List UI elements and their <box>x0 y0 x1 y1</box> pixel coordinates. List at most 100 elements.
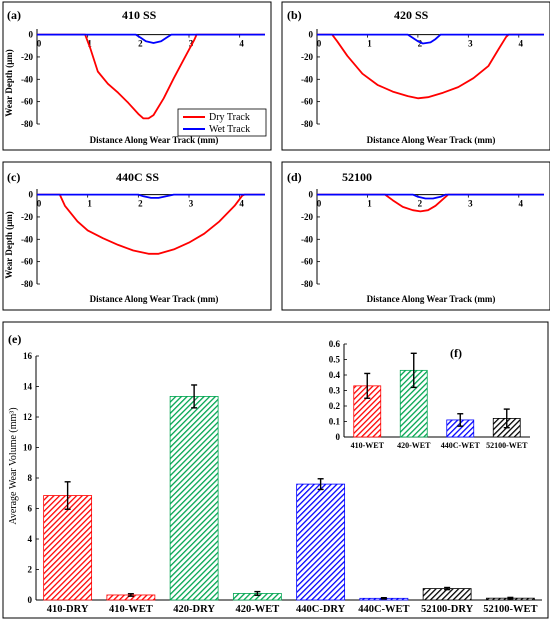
x-tick-label: 0 <box>37 39 42 49</box>
panel-b-label: (b) <box>287 8 302 22</box>
y-tick-label: -40 <box>21 74 33 84</box>
y-tick-label: 0 <box>309 190 314 200</box>
y-tick-label: 0.3 <box>329 386 341 396</box>
bar <box>43 495 93 601</box>
y-tick-label: -60 <box>301 97 313 107</box>
y-tick-label: 0.1 <box>329 417 341 427</box>
x-tick-label: 3 <box>189 199 194 209</box>
panel-d-axes: 0 -20 -40 -60 -80 0 1 2 3 4 <box>301 189 544 289</box>
y-tick-label: 2 <box>28 565 33 575</box>
panel-a-title: 410 SS <box>122 8 157 22</box>
wet-track-line <box>317 33 544 45</box>
x-tick-label: 0 <box>317 199 322 209</box>
x-tick-label: 3 <box>189 39 194 49</box>
y-tick-label: 0.2 <box>329 401 341 411</box>
y-tick-label: -40 <box>21 234 33 244</box>
category-label: 420-DRY <box>173 604 215 615</box>
y-tick-label: -20 <box>301 52 313 62</box>
x-tick-label: 1 <box>367 199 372 209</box>
panel-a-label: (a) <box>7 8 21 22</box>
y-tick-label: 0 <box>309 30 314 40</box>
panel-f-label: (f) <box>450 346 462 360</box>
x-tick-label: 4 <box>239 39 244 49</box>
y-tick-label: -20 <box>21 212 33 222</box>
y-tick-label: 0 <box>336 432 341 442</box>
dry-track-line <box>317 193 544 213</box>
y-tick-label: 0 <box>28 595 33 605</box>
category-label: 440C-WET <box>358 604 409 615</box>
panel-b: (b) 420 SS Distance Along Wear Track (mm… <box>281 1 550 151</box>
x-tick-label: 4 <box>519 39 524 49</box>
x-tick-label: 1 <box>87 199 92 209</box>
panel-c-axes: 0 -20 -40 -60 -80 0 1 2 3 4 <box>21 189 265 289</box>
category-label: 440C-WET <box>441 441 481 450</box>
panel-b-frame <box>281 1 550 151</box>
y-tick-label: -80 <box>21 119 33 129</box>
panel-e-ylabel: Average Wear Volume (mm³) <box>8 407 19 524</box>
y-tick-label: -20 <box>301 212 313 222</box>
x-tick-label: 0 <box>317 39 322 49</box>
panel-d-title: 52100 <box>342 170 372 184</box>
panel-d-lines <box>317 193 544 213</box>
y-tick-label: 16 <box>23 351 33 361</box>
x-tick-label: 2 <box>138 199 143 209</box>
panel-c-label: (c) <box>7 170 20 184</box>
wet-track-line <box>37 33 265 44</box>
category-label: 440C-DRY <box>296 604 346 615</box>
category-label: 420-WET <box>235 604 279 615</box>
panel-d-frame <box>281 161 550 311</box>
x-tick-label: 1 <box>367 39 372 49</box>
x-tick-label: 4 <box>519 199 524 209</box>
y-tick-label: 0 <box>29 30 34 40</box>
panel-a-lines <box>37 33 265 120</box>
panel-e: (e) Average Wear Volume (mm³) 0 2 4 6 8 10 12 1… <box>2 321 549 619</box>
dry-track-line <box>317 33 544 100</box>
y-tick-label: -80 <box>301 279 313 289</box>
category-label: 410-DRY <box>47 604 89 615</box>
y-tick-label: -60 <box>21 97 33 107</box>
panel-f: (f) 0 0.1 0.2 0.3 0.4 0.5 0.6 410-WET 420-WET 44… <box>329 339 534 454</box>
x-tick-label: 3 <box>468 199 473 209</box>
panel-b-lines <box>317 33 544 100</box>
panel-e-bars: 410-DRY 410-WET 420-DRY 420-WET 440C-DRY 440C… <box>43 384 538 615</box>
y-tick-label: -80 <box>301 119 313 129</box>
panel-b-xlabel: Distance Along Wear Track (mm) <box>367 135 496 145</box>
y-tick-label: -40 <box>301 234 313 244</box>
panel-e-label: (e) <box>8 332 21 346</box>
panel-d-label: (d) <box>287 170 302 184</box>
panel-c-lines <box>37 193 265 255</box>
panel-e-frame <box>2 321 549 619</box>
y-tick-label: 0.4 <box>329 370 341 380</box>
y-tick-label: 8 <box>28 473 33 483</box>
legend-wet-label: Wet Track <box>209 124 250 135</box>
panel-a-xlabel: Distance Along Wear Track (mm) <box>90 135 219 145</box>
y-tick-label: 0 <box>29 190 34 200</box>
panel-c-title: 440C SS <box>116 170 159 184</box>
dry-track-line <box>37 193 265 255</box>
panel-a: (a) 410 SS Wear Depth (µm) Distance Alon… <box>2 1 272 151</box>
y-tick-label: -40 <box>301 74 313 84</box>
category-label: 420-WET <box>397 441 431 450</box>
panel-b-title: 420 SS <box>394 8 429 22</box>
y-tick-label: 14 <box>23 382 33 392</box>
legend-box <box>177 108 267 137</box>
panel-c: (c) 440C SS Wear Depth (µm) Distance Alo… <box>2 161 272 311</box>
x-tick-label: 2 <box>138 39 143 49</box>
y-tick-label: -60 <box>301 257 313 267</box>
panel-a-frame <box>2 1 272 151</box>
y-tick-label: -20 <box>21 52 33 62</box>
y-tick-label: 6 <box>28 504 33 514</box>
wet-track-line <box>317 193 544 200</box>
panel-d-xlabel: Distance Along Wear Track (mm) <box>367 294 496 304</box>
panel-c-xlabel: Distance Along Wear Track (mm) <box>90 294 219 304</box>
bar <box>296 483 346 601</box>
y-tick-label: 0.5 <box>329 355 341 365</box>
y-tick-label: -80 <box>21 279 33 289</box>
y-tick-label: 12 <box>23 412 33 422</box>
wet-track-line <box>37 193 265 199</box>
panel-c-frame <box>2 161 272 311</box>
category-label: 52100-WET <box>486 441 528 450</box>
y-tick-label: -60 <box>21 257 33 267</box>
panel-c-ylabel: Wear Depth (µm) <box>4 211 14 279</box>
